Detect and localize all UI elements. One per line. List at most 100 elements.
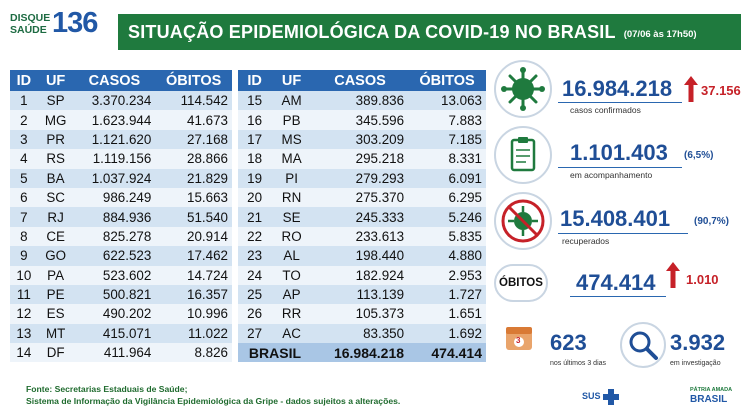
- table-row: 23 AL 198.440 4.880: [238, 246, 486, 266]
- cell-id: 25: [238, 284, 272, 305]
- total-deaths: 474.414: [408, 343, 486, 363]
- cell-uf: MT: [37, 323, 74, 344]
- deaths-badge: ÓBITOS: [494, 264, 548, 302]
- table-row: 11 PE 500.821 16.357: [10, 284, 232, 305]
- cell-deaths: 5.246: [408, 207, 486, 227]
- cell-id: 5: [10, 168, 38, 188]
- cell-cases: 105.373: [311, 304, 409, 324]
- cell-uf: RS: [37, 149, 74, 169]
- confirmed-label: casos confirmados: [570, 105, 641, 115]
- cell-uf: SC: [37, 187, 74, 208]
- table-row: 26 RR 105.373 1.651: [238, 304, 486, 324]
- cell-id: 24: [238, 265, 272, 285]
- cell-deaths: 8.331: [408, 149, 486, 169]
- cell-cases: 411.964: [73, 343, 156, 363]
- cell-id: 7: [10, 207, 38, 227]
- table-row: 27 AC 83.350 1.692: [238, 323, 486, 344]
- table-row: 18 MA 295.218 8.331: [238, 149, 486, 169]
- total-cases: 16.984.218: [311, 343, 409, 363]
- cell-uf: PR: [37, 129, 74, 150]
- cell-cases: 113.139: [311, 284, 409, 305]
- cell-cases: 198.440: [311, 246, 409, 266]
- cell-uf: MS: [271, 129, 312, 150]
- column-header-cases: CASOS: [311, 70, 409, 91]
- gov-brand: SUS PÁTRIA AMADA BRASIL: [582, 384, 742, 410]
- cell-deaths: 10.996: [155, 304, 232, 324]
- cell-deaths: 7.883: [408, 110, 486, 130]
- cell-deaths: 27.168: [155, 129, 232, 150]
- cell-deaths: 21.829: [155, 168, 232, 188]
- cell-deaths: 114.542: [155, 91, 232, 111]
- deaths-value: 474.414: [576, 270, 656, 295]
- cell-uf: RJ: [37, 207, 74, 227]
- total-label: BRASIL: [238, 343, 312, 363]
- cell-cases: 500.821: [73, 284, 156, 305]
- cell-cases: 303.209: [311, 129, 409, 150]
- virus-icon: [494, 60, 552, 118]
- report-date: (07/06 às 17h50): [623, 28, 697, 40]
- table-row: 12 ES 490.202 10.996: [10, 304, 232, 324]
- cell-uf: SP: [37, 91, 74, 111]
- cell-uf: TO: [271, 265, 312, 285]
- cell-cases: 3.370.234: [73, 91, 156, 111]
- cell-id: 22: [238, 226, 272, 247]
- cell-id: 16: [238, 110, 272, 130]
- cell-id: 23: [238, 246, 272, 266]
- cell-id: 13: [10, 323, 38, 344]
- cell-id: 17: [238, 129, 272, 150]
- title-bar: SITUAÇÃO EPIDEMIOLÓGICA DA COVID-19 NO B…: [118, 14, 741, 50]
- column-header-id: ID: [10, 70, 38, 91]
- cell-uf: GO: [37, 246, 74, 266]
- cell-deaths: 13.063: [408, 91, 486, 111]
- column-header-deaths: ÓBITOS: [155, 70, 232, 91]
- last3-value: 623: [550, 330, 587, 355]
- cell-deaths: 20.914: [155, 226, 232, 247]
- recovered-pct: (90,7%): [694, 216, 730, 227]
- cell-uf: AL: [271, 246, 312, 266]
- confirmed-panel: 16.984.218 37.156 casos confirmados: [494, 60, 744, 120]
- investigation-label: em investigação: [670, 360, 721, 367]
- column-header-id: ID: [238, 70, 272, 91]
- cell-uf: CE: [37, 226, 74, 247]
- no-virus-icon: [494, 192, 552, 250]
- cell-cases: 233.613: [311, 226, 409, 247]
- total-row: BRASIL 16.984.218 474.414: [238, 343, 486, 363]
- cell-deaths: 1.727: [408, 284, 486, 305]
- states-table-right: ID UF CASOS ÓBITOS 15 AM 389.836 13.063 16 PB 345…: [238, 70, 486, 363]
- monitoring-panel: 1.101.403 (6,5%) em acompanhamento: [494, 126, 744, 186]
- cell-cases: 523.602: [73, 265, 156, 285]
- cell-cases: 389.836: [311, 91, 409, 111]
- recovered-label: recuperados: [562, 236, 610, 246]
- cell-cases: 83.350: [311, 323, 409, 344]
- table-header-row: ID UF CASOS ÓBITOS: [238, 70, 486, 91]
- table-row: 3 PR 1.121.620 27.168: [10, 129, 232, 150]
- monitoring-label: em acompanhamento: [570, 170, 653, 180]
- column-header-cases: CASOS: [73, 70, 156, 91]
- states-table-left: ID UF CASOS ÓBITOS 1 SP 3.370.234 114.542 2 MG 1.…: [10, 70, 232, 363]
- arrow-up-icon: [684, 76, 698, 102]
- column-header-deaths: ÓBITOS: [408, 70, 486, 91]
- monitoring-value: 1.101.403: [570, 140, 668, 165]
- table-row: 25 AP 113.139 1.727: [238, 284, 486, 305]
- cell-deaths: 28.866: [155, 149, 232, 169]
- arrow-up-icon: [666, 262, 680, 288]
- cell-id: 21: [238, 207, 272, 227]
- confirmed-increase: 37.156: [701, 83, 741, 98]
- cell-id: 9: [10, 246, 38, 266]
- cell-uf: PA: [37, 265, 74, 285]
- cell-uf: MG: [37, 110, 74, 130]
- cell-cases: 1.037.924: [73, 168, 156, 188]
- cell-deaths: 17.462: [155, 246, 232, 266]
- table-row: 24 TO 182.924 2.953: [238, 265, 486, 285]
- cell-cases: 345.596: [311, 110, 409, 130]
- table-row: 17 MS 303.209 7.185: [238, 129, 486, 150]
- cell-cases: 245.333: [311, 207, 409, 227]
- cell-uf: PE: [37, 284, 74, 305]
- table-row: 1 SP 3.370.234 114.542: [10, 91, 232, 111]
- page-title: SITUAÇÃO EPIDEMIOLÓGICA DA COVID-19 NO B…: [128, 21, 616, 42]
- cell-deaths: 2.953: [408, 265, 486, 285]
- investigation-value: 3.932: [670, 330, 726, 355]
- divider: [558, 167, 682, 168]
- bottom-stats-panel: 3 623 nos últimos 3 dias 3.932 em invest…: [494, 320, 744, 376]
- cell-deaths: 51.540: [155, 207, 232, 227]
